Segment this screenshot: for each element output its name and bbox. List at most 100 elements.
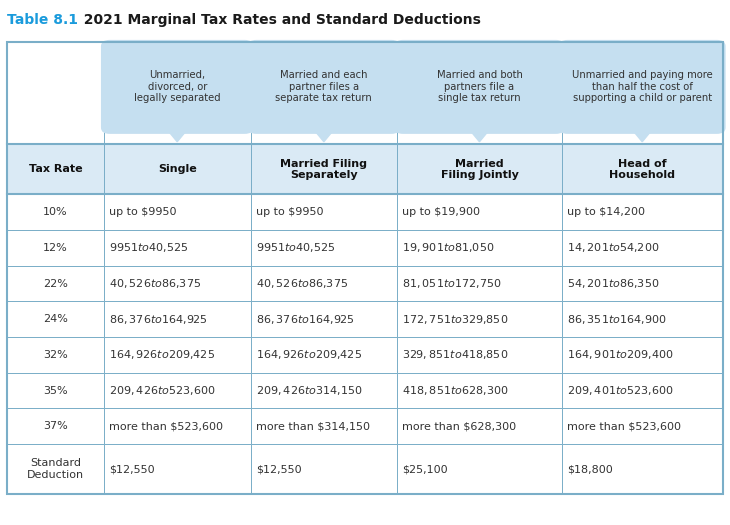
Bar bbox=[562, 337, 723, 373]
Bar bbox=[562, 144, 723, 194]
FancyBboxPatch shape bbox=[394, 40, 565, 134]
Bar bbox=[250, 266, 397, 301]
Bar bbox=[250, 444, 397, 494]
Text: 22%: 22% bbox=[43, 278, 68, 289]
Text: up to $9950: up to $9950 bbox=[109, 207, 177, 217]
Polygon shape bbox=[166, 128, 189, 142]
Text: Table 8.1: Table 8.1 bbox=[7, 13, 78, 27]
Bar bbox=[397, 194, 561, 230]
Bar bbox=[562, 194, 723, 230]
Bar bbox=[397, 373, 561, 408]
Text: up to $9950: up to $9950 bbox=[255, 207, 323, 217]
Bar bbox=[562, 408, 723, 444]
Text: $19,901 to $81,050: $19,901 to $81,050 bbox=[402, 242, 495, 254]
Bar bbox=[397, 301, 561, 337]
Bar bbox=[7, 144, 104, 194]
Bar bbox=[562, 373, 723, 408]
Text: $86,376 to $164,925: $86,376 to $164,925 bbox=[255, 313, 355, 326]
Bar bbox=[7, 230, 104, 266]
Bar bbox=[250, 194, 397, 230]
Bar bbox=[397, 337, 561, 373]
Bar bbox=[104, 408, 250, 444]
Bar bbox=[397, 266, 561, 301]
Bar bbox=[397, 230, 561, 266]
Text: $81,051 to $172,750: $81,051 to $172,750 bbox=[402, 277, 502, 290]
Text: up to $19,900: up to $19,900 bbox=[402, 207, 480, 217]
Bar bbox=[104, 266, 250, 301]
Text: $172,751 to $329,850: $172,751 to $329,850 bbox=[402, 313, 509, 326]
Bar bbox=[104, 42, 250, 144]
Text: $209,401 to $523,600: $209,401 to $523,600 bbox=[567, 384, 673, 397]
Text: more than $523,600: more than $523,600 bbox=[109, 421, 223, 432]
Bar bbox=[397, 144, 561, 194]
Bar bbox=[7, 194, 104, 230]
Text: $9951 to $40,525: $9951 to $40,525 bbox=[255, 242, 335, 254]
Text: 32%: 32% bbox=[43, 350, 68, 360]
Bar bbox=[7, 42, 723, 494]
Text: Head of
Household: Head of Household bbox=[610, 159, 675, 180]
Text: up to $14,200: up to $14,200 bbox=[567, 207, 645, 217]
Text: 10%: 10% bbox=[43, 207, 68, 217]
Bar bbox=[104, 194, 250, 230]
Text: Married and both
partners file a
single tax return: Married and both partners file a single … bbox=[437, 70, 523, 103]
Bar bbox=[562, 301, 723, 337]
FancyBboxPatch shape bbox=[101, 40, 253, 134]
Text: $25,100: $25,100 bbox=[402, 464, 448, 474]
Polygon shape bbox=[631, 128, 654, 142]
Text: $12,550: $12,550 bbox=[109, 464, 155, 474]
Bar bbox=[104, 230, 250, 266]
Bar bbox=[7, 266, 104, 301]
Text: $86,376 to $164,925: $86,376 to $164,925 bbox=[109, 313, 208, 326]
Bar bbox=[562, 42, 723, 144]
Bar bbox=[7, 337, 104, 373]
Text: $86,351 to $164,900: $86,351 to $164,900 bbox=[567, 313, 666, 326]
Bar bbox=[397, 444, 561, 494]
Polygon shape bbox=[468, 128, 491, 142]
Bar bbox=[7, 444, 104, 494]
Bar bbox=[104, 301, 250, 337]
Text: $209,426 to $523,600: $209,426 to $523,600 bbox=[109, 384, 215, 397]
Text: $164,926 to $209,425: $164,926 to $209,425 bbox=[255, 349, 361, 361]
Bar bbox=[562, 266, 723, 301]
Text: 35%: 35% bbox=[43, 385, 68, 396]
Text: $54,201 to $86,350: $54,201 to $86,350 bbox=[567, 277, 659, 290]
Bar bbox=[397, 42, 561, 144]
Bar bbox=[7, 408, 104, 444]
Text: $40,526 to $86,375: $40,526 to $86,375 bbox=[255, 277, 347, 290]
Bar bbox=[250, 42, 397, 144]
Text: Single: Single bbox=[158, 164, 196, 174]
Text: more than $523,600: more than $523,600 bbox=[567, 421, 681, 432]
Bar bbox=[250, 408, 397, 444]
Bar bbox=[104, 144, 250, 194]
Text: 37%: 37% bbox=[43, 421, 68, 432]
Bar bbox=[250, 230, 397, 266]
Text: Unmarried and paying more
than half the cost of
supporting a child or parent: Unmarried and paying more than half the … bbox=[572, 70, 712, 103]
Text: $164,901 to $209,400: $164,901 to $209,400 bbox=[567, 349, 673, 361]
Text: 2021 Marginal Tax Rates and Standard Deductions: 2021 Marginal Tax Rates and Standard Ded… bbox=[74, 13, 481, 27]
FancyBboxPatch shape bbox=[247, 40, 400, 134]
Bar bbox=[562, 230, 723, 266]
Text: Standard
Deduction: Standard Deduction bbox=[27, 458, 84, 480]
Bar bbox=[250, 337, 397, 373]
Text: 24%: 24% bbox=[43, 314, 68, 324]
Bar bbox=[250, 301, 397, 337]
Text: $9951 to $40,525: $9951 to $40,525 bbox=[109, 242, 188, 254]
Text: $329,851 to $418,850: $329,851 to $418,850 bbox=[402, 349, 509, 361]
Text: $418,851 to $628,300: $418,851 to $628,300 bbox=[402, 384, 509, 397]
Text: $209,426 to $314,150: $209,426 to $314,150 bbox=[255, 384, 362, 397]
Polygon shape bbox=[312, 128, 336, 142]
Bar bbox=[7, 373, 104, 408]
Bar bbox=[104, 337, 250, 373]
Text: more than $628,300: more than $628,300 bbox=[402, 421, 516, 432]
Text: $164,926 to $209,425: $164,926 to $209,425 bbox=[109, 349, 215, 361]
Text: $12,550: $12,550 bbox=[255, 464, 301, 474]
Bar bbox=[7, 42, 104, 144]
Bar bbox=[7, 301, 104, 337]
Bar bbox=[397, 408, 561, 444]
Text: Married
Filing Jointly: Married Filing Jointly bbox=[440, 159, 518, 180]
Text: Married Filing
Separately: Married Filing Separately bbox=[280, 159, 367, 180]
Bar bbox=[104, 373, 250, 408]
Text: $14,201 to $54,200: $14,201 to $54,200 bbox=[567, 242, 659, 254]
Bar bbox=[250, 373, 397, 408]
Bar bbox=[250, 144, 397, 194]
